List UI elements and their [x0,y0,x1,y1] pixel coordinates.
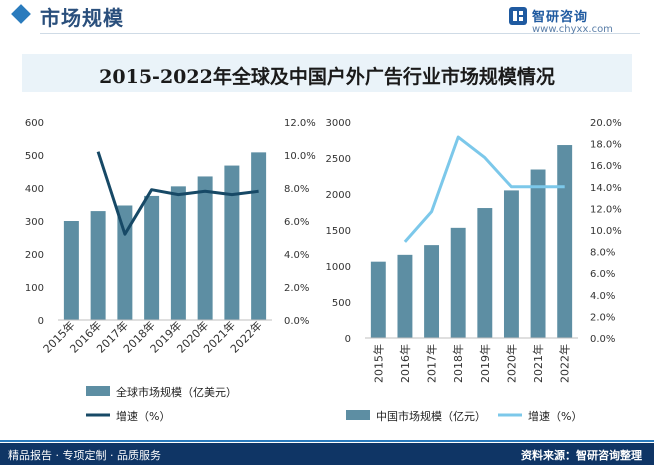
china-category-label: 2018年 [451,344,465,383]
global-legend-label: 全球市场规模（亿美元） [116,385,237,399]
china-bar [477,208,493,338]
global-legend-label: 增速（%） [116,409,170,423]
brand-icon [509,7,527,25]
section-title: 市场规模 [40,6,124,30]
global-market-chart: 0 100 200 300 400 500 600 0.0% 2.0% 4.0% 6.0% 8.0% 1… [25,118,316,423]
brand-url: www.chyxx.com [532,24,613,35]
section-divider [40,33,640,34]
global-right-tick-label: 8.0% [284,184,309,195]
china-right-tick-label: 2.0% [590,312,615,323]
china-bar [503,190,519,338]
data-source: 资料来源：智研咨询整理 [521,449,642,462]
china-legend-label: 增速（%） [528,409,582,423]
china-right-tick-label: 12.0% [590,204,622,215]
china-bar [557,145,573,338]
china-left-tick-label: 2500 [326,154,351,165]
global-legend-bar-swatch [86,386,110,396]
china-category-label: 2016年 [398,344,412,383]
china-bar [424,245,440,338]
global-left-tick-label: 100 [25,283,44,294]
footer-accent-line [0,440,654,442]
global-bar [251,152,267,320]
china-bar [397,254,413,338]
global-left-tick-label: 500 [25,151,44,162]
section-header: 市场规模 智研咨询 www.chyxx.com [0,0,654,36]
china-right-tick-label: 8.0% [590,248,615,259]
china-right-tick-label: 4.0% [590,291,615,302]
china-right-tick-label: 0.0% [590,334,615,345]
china-bar [530,169,546,338]
footer-bar: 精品报告 · 专项定制 · 品质服务 资料来源：智研咨询整理 [0,443,654,465]
china-category-label: 2015年 [371,344,385,383]
china-left-tick-label: 3000 [326,118,351,129]
china-right-tick-label: 14.0% [590,183,622,194]
global-bar [117,205,133,320]
china-left-tick-label: 2000 [326,190,351,201]
global-right-tick-label: 10.0% [284,151,316,162]
footer-slogan: 精品报告 · 专项定制 · 品质服务 [8,449,161,462]
china-category-label: 2021年 [531,344,545,383]
china-right-tick-label: 10.0% [590,226,622,237]
china-category-label: 2022年 [558,344,572,383]
china-market-chart: 0 500 1000 1500 2000 2500 3000 0.0% 2.0% 4.0% 6.0%… [326,118,622,423]
global-bar [90,211,106,320]
china-right-tick-label: 6.0% [590,269,615,280]
global-growth-line [96,151,259,236]
china-left-tick-label: 500 [332,298,351,309]
china-left-tick-label: 1500 [326,226,351,237]
brand-name: 智研咨询 [532,10,589,25]
global-bar [63,221,79,320]
china-category-label: 2020年 [504,344,518,383]
global-bar [144,195,160,320]
global-left-tick-label: 0 [38,316,44,327]
chart-title-box: 2015-2022年全球及中国户外广告行业市场规模情况 [22,54,632,92]
global-right-tick-label: 12.0% [284,118,316,129]
china-right-tick-label: 16.0% [590,161,622,172]
global-right-tick-label: 2.0% [284,283,309,294]
diamond-icon [11,4,31,24]
global-bar [224,165,240,320]
china-bar [450,227,466,338]
china-growth-line [403,135,565,243]
global-bar [170,186,186,320]
china-category-label: 2019年 [478,344,492,383]
china-legend-label: 中国市场规模（亿元） [376,409,486,423]
global-right-tick-label: 0.0% [284,316,309,327]
china-bar [370,261,386,338]
china-left-tick-label: 0 [345,334,351,345]
chart-title: 2015-2022年全球及中国户外广告行业市场规模情况 [99,66,555,88]
brand-logo: 智研咨询 www.chyxx.com [508,4,638,36]
global-left-tick-label: 400 [25,184,44,195]
china-left-tick-label: 1000 [326,262,351,273]
china-category-label: 2017年 [425,344,439,383]
global-right-tick-label: 6.0% [284,217,309,228]
china-right-tick-label: 20.0% [590,118,622,129]
china-legend-bar-swatch [346,410,370,420]
global-left-tick-label: 300 [25,217,44,228]
global-right-tick-label: 4.0% [284,250,309,261]
global-bar [197,176,213,320]
global-left-tick-label: 200 [25,250,44,261]
china-right-tick-label: 18.0% [590,140,622,151]
global-left-tick-label: 600 [25,118,44,129]
